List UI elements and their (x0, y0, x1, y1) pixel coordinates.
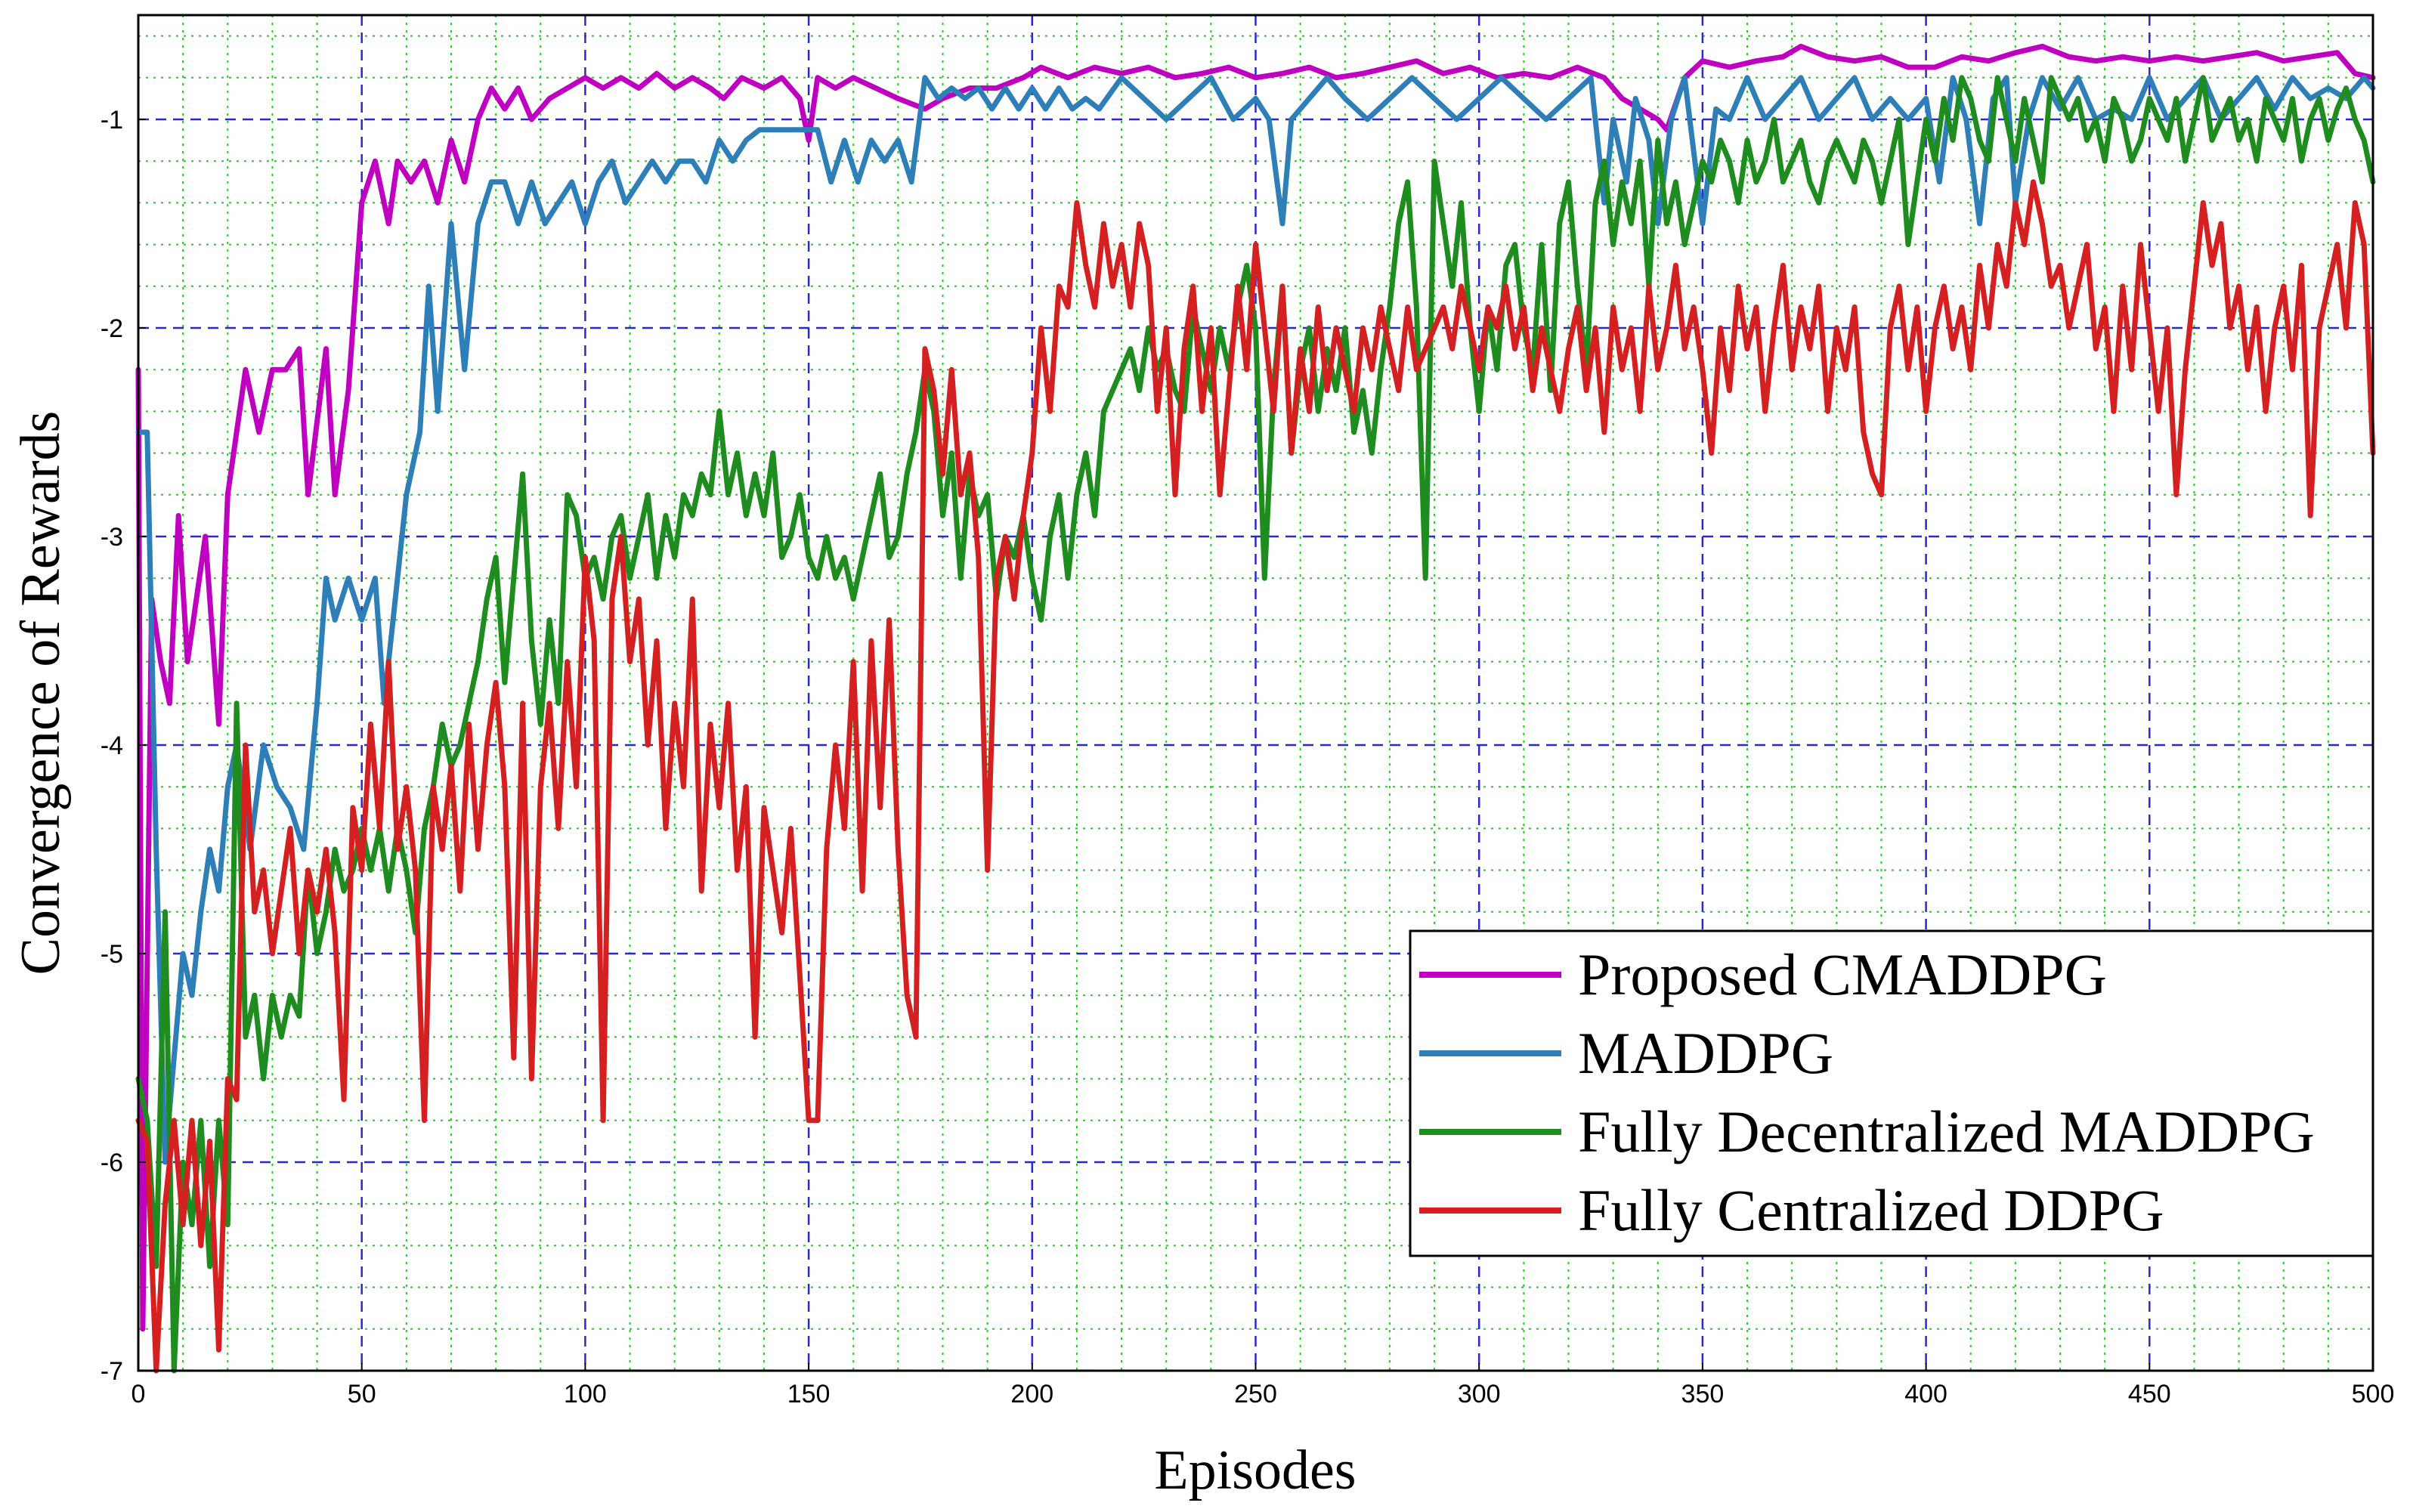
y-axis-ticks: -7 -6 -5 -4 -3 -2 -1 (101, 106, 146, 1386)
y-tick-label: -7 (101, 1357, 123, 1386)
x-tick-label: 500 (2352, 1380, 2395, 1408)
y-axis-label: Convergence of Rewards (10, 411, 72, 976)
x-tick-label: 200 (1010, 1380, 1053, 1408)
y-tick-label: -6 (101, 1149, 123, 1177)
legend-label-1: MADDPG (1578, 1020, 1833, 1086)
plot-lines (135, 43, 2376, 1374)
y-tick-label: -4 (101, 731, 123, 760)
x-tick-label: 100 (564, 1380, 607, 1408)
series-line-2 (135, 75, 2376, 1374)
x-tick-label: 300 (1458, 1380, 1501, 1408)
y-tick-label: -3 (101, 523, 123, 552)
series-line-3 (135, 179, 2376, 1374)
series-line-1 (135, 75, 2376, 1165)
y-tick-label: -1 (101, 106, 123, 135)
x-axis-label: Episodes (1154, 1439, 1356, 1501)
legend-label-0: Proposed CMADDPG (1578, 942, 2107, 1007)
x-tick-label: 450 (2128, 1380, 2171, 1408)
legend-label-2: Fully Decentralized MADDPG (1578, 1099, 2315, 1164)
legend-box (1409, 929, 2374, 1257)
y-tick-label: -2 (101, 314, 123, 343)
x-tick-label: 150 (787, 1380, 831, 1408)
x-tick-label: 350 (1681, 1380, 1725, 1408)
legend-label-3: Fully Centralized DDPG (1578, 1177, 2164, 1243)
legend: Proposed CMADDPG MADDPG Fully Decentralize… (1409, 929, 2374, 1257)
x-tick-label: 400 (1904, 1380, 1947, 1408)
y-tick-label: -5 (101, 940, 123, 969)
x-tick-label: 0 (131, 1380, 146, 1408)
x-tick-label: 50 (348, 1380, 376, 1408)
x-tick-label: 250 (1234, 1380, 1277, 1408)
x-axis-ticks: 0 50 100 150 200 250 300 350 400 450 500 (131, 1363, 2395, 1408)
